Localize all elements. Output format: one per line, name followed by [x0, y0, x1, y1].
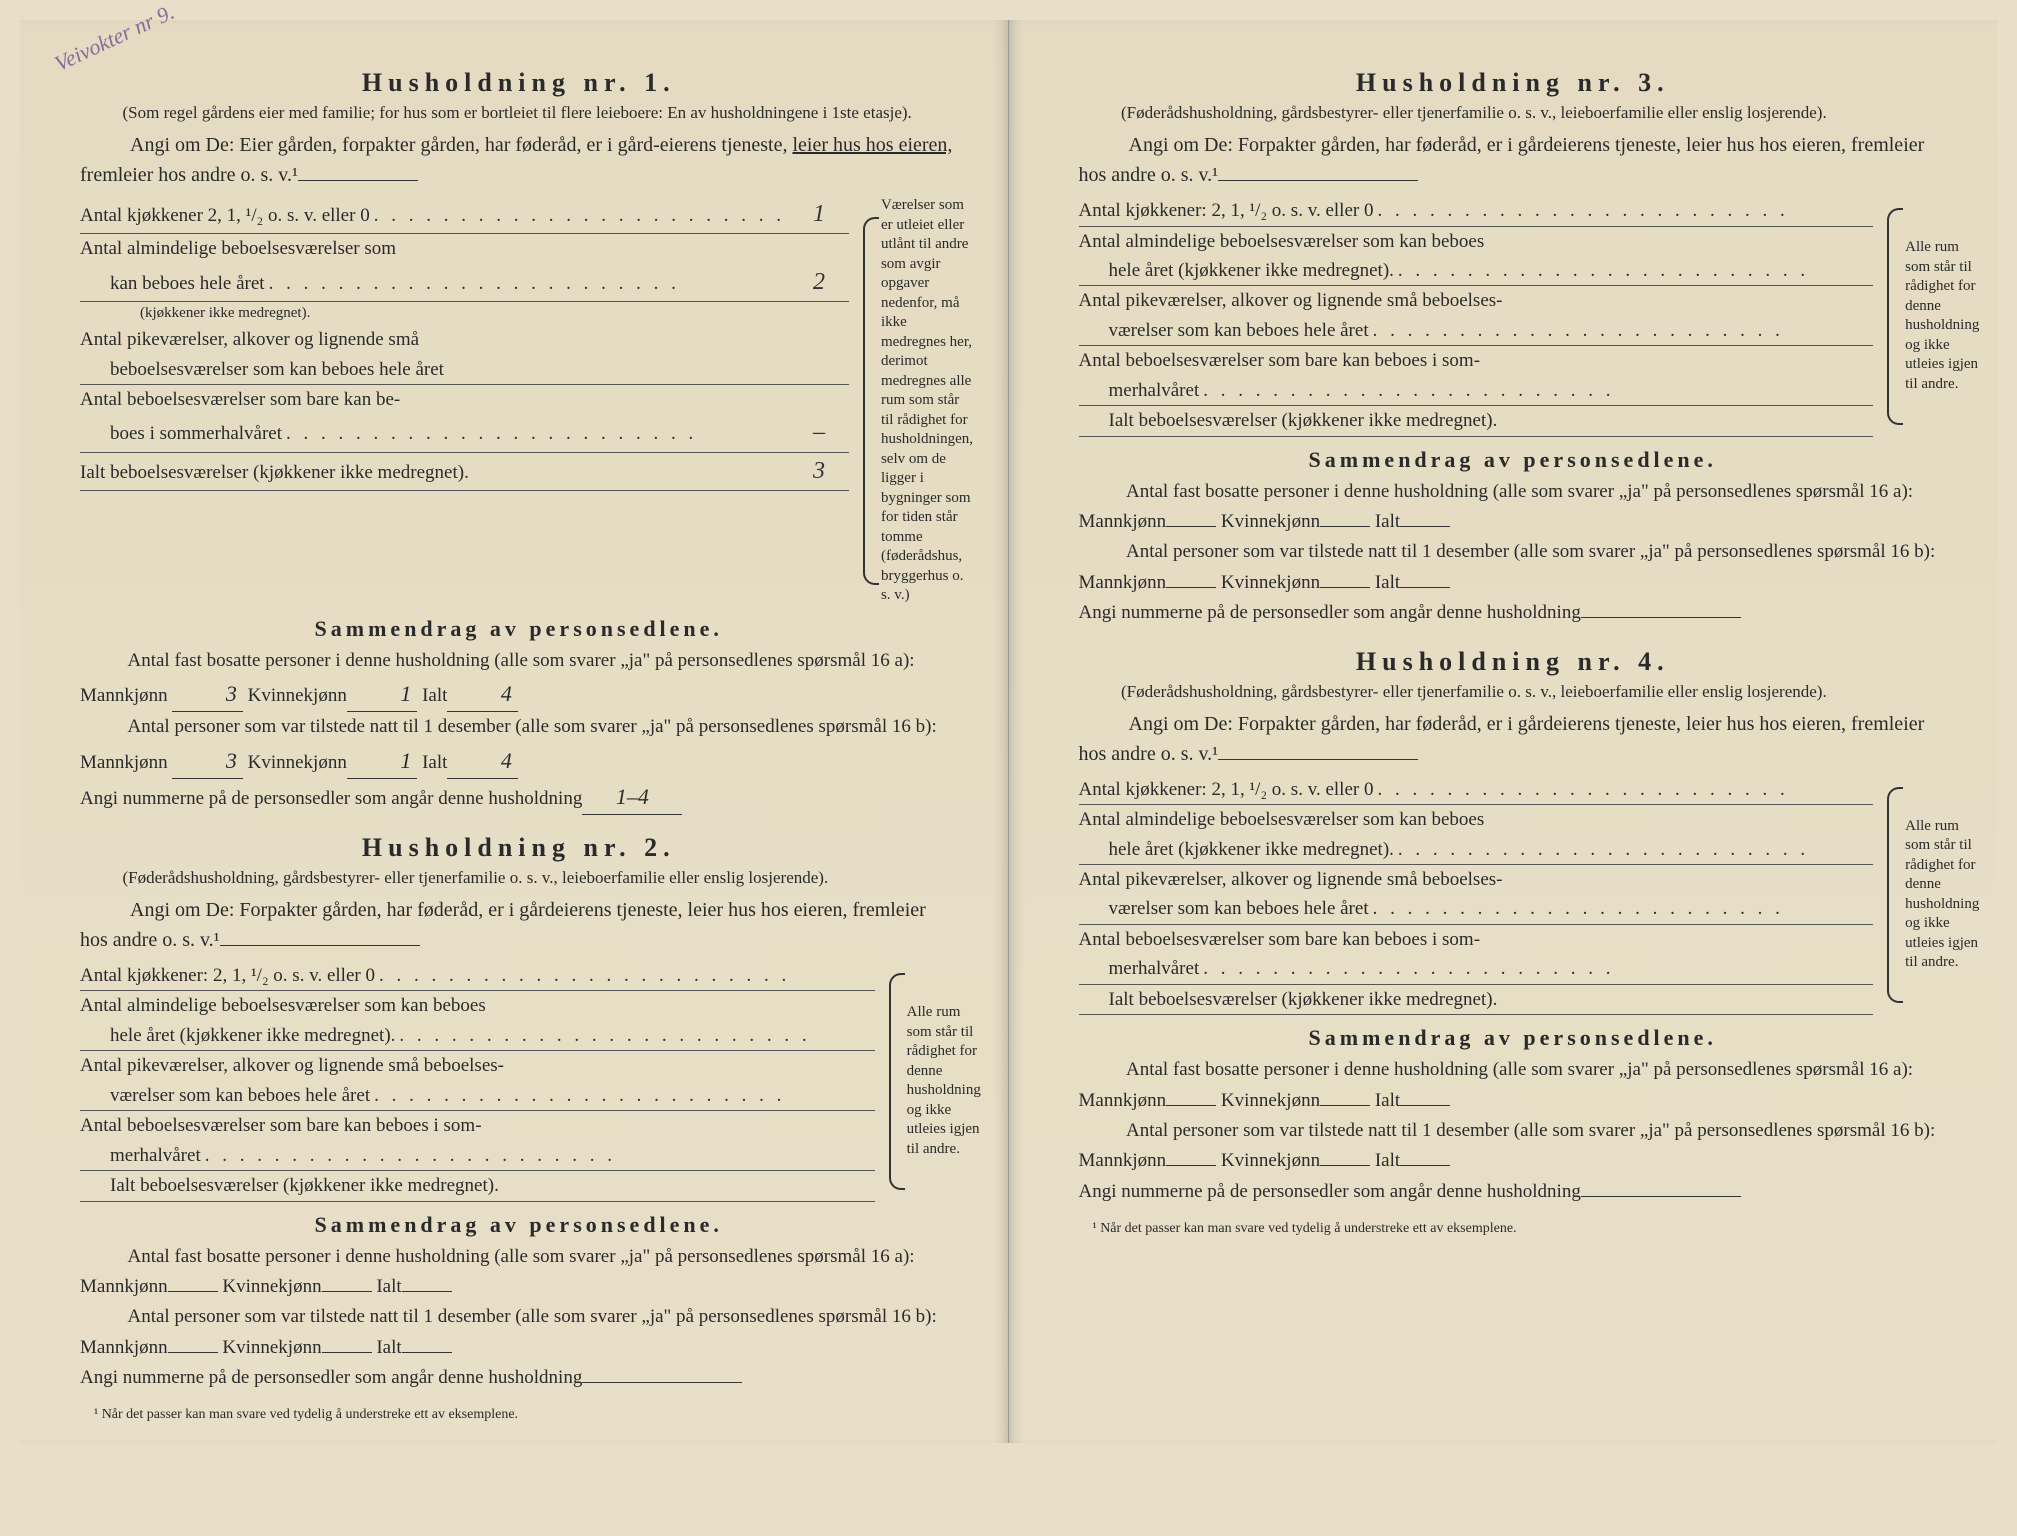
household-3-prompt: Angi om De: Forpakter gården, har føderå…: [1079, 130, 1948, 190]
household-1-brace-note: Værelser som er utleiet eller utlånt til…: [863, 196, 973, 606]
q4-kjokken: Antal kjøkkener: 2, 1, ¹/₂ o. s. v. elle…: [1079, 775, 1374, 804]
s1-i: 4: [447, 676, 518, 712]
household-1-title: Husholdning nr. 1.: [80, 68, 958, 98]
v-alm: 2: [789, 264, 849, 301]
q2-som-b: merhalvåret: [80, 1141, 201, 1170]
prompt-underlined: leier hus hos eieren,: [792, 134, 952, 156]
q4-som-a: Antal beboelsesværelser som bare kan beb…: [1079, 925, 1481, 954]
page-left: Veivokter nr 9. Husholdning nr. 1. (Som …: [20, 20, 1009, 1443]
q2-alm-b: hele året (kjøkkener ikke medregnet).: [80, 1021, 395, 1050]
footnote-right: ¹ Når det passer kan man svare ved tydel…: [1079, 1221, 1948, 1237]
q-alm-a: Antal almindelige beboelsesværelser som: [80, 234, 396, 263]
s1-m: 3: [172, 676, 243, 712]
household-4-subtitle: (Føderådshusholdning, gårdsbestyrer- ell…: [1079, 681, 1948, 703]
household-2-title: Husholdning nr. 2.: [80, 833, 958, 863]
s1-k: 1: [347, 676, 418, 712]
household-4-summary-title: Sammendrag av personsedlene.: [1079, 1025, 1948, 1051]
prompt-tail: fremleier hos andre o. s. v.¹: [80, 164, 298, 186]
summary-3b: Antal personer som var tilstede natt til…: [1079, 537, 1948, 598]
household-1-prompt: Angi om De: Eier gården, forpakter gårde…: [80, 130, 958, 190]
household-2-subtitle: (Føderådshusholdning, gårdsbestyrer- ell…: [80, 867, 958, 889]
q4-pike-b: værelser som kan beboes hele året: [1079, 894, 1369, 923]
s2-i: 4: [447, 743, 518, 779]
q2-pike-b: værelser som kan beboes hele året: [80, 1081, 370, 1110]
household-4-fields: Antal kjøkkener: 2, 1, ¹/₂ o. s. v. elle…: [1079, 775, 1948, 1016]
household-4-brace-note: Alle rum som står til rådighet for denne…: [1887, 775, 1979, 1016]
q4-alm-b: hele året (kjøkkener ikke medregnet).: [1079, 835, 1394, 864]
q-pike-a: Antal pikeværelser, alkover og lignende …: [80, 325, 419, 354]
q2-ialt: Ialt beboelsesværelser (kjøkkener ikke m…: [80, 1171, 499, 1200]
summary-4a: Antal fast bosatte personer i denne hush…: [1079, 1055, 1948, 1116]
q-alm-note: (kjøkkener ikke medregnet).: [80, 302, 849, 325]
page-right: Husholdning nr. 3. (Føderådshusholdning,…: [1009, 20, 1998, 1443]
household-3-fields: Antal kjøkkener: 2, 1, ¹/₂ o. s. v. elle…: [1079, 196, 1948, 437]
household-1-summary-title: Sammendrag av personsedlene.: [80, 616, 958, 642]
q-ialt: Ialt beboelsesværelser (kjøkkener ikke m…: [80, 458, 469, 487]
q2-alm-a: Antal almindelige beboelsesværelser som …: [80, 991, 486, 1020]
q-som-b: boes i sommerhalvåret: [80, 419, 282, 448]
q2-som-a: Antal beboelsesværelser som bare kan beb…: [80, 1111, 482, 1140]
s2-m: 3: [172, 743, 243, 779]
q2-kjokken: Antal kjøkkener: 2, 1, ¹/₂ o. s. v. elle…: [80, 961, 375, 990]
v-kjokken: 1: [789, 196, 849, 233]
q3-alm-a: Antal almindelige beboelsesværelser som …: [1079, 227, 1485, 256]
household-3-subtitle: (Føderådshusholdning, gårdsbestyrer- ell…: [1079, 102, 1948, 124]
summary-2a: Antal fast bosatte personer i denne hush…: [80, 1242, 958, 1303]
q-alm-b: kan beboes hele året: [80, 269, 265, 298]
q4-pike-a: Antal pikeværelser, alkover og lignende …: [1079, 865, 1503, 894]
summary-4c: Angi nummerne på de personsedler som ang…: [1079, 1177, 1948, 1207]
q3-kjokken: Antal kjøkkener: 2, 1, ¹/₂ o. s. v. elle…: [1079, 196, 1374, 225]
household-1-subtitle: (Som regel gårdens eier med familie; for…: [80, 102, 958, 124]
summary-1c: Angi nummerne på de personsedler som ang…: [80, 779, 958, 815]
q3-alm-b: hele året (kjøkkener ikke medregnet).: [1079, 256, 1394, 285]
q4-som-b: merhalvåret: [1079, 954, 1200, 983]
summary-3c: Angi nummerne på de personsedler som ang…: [1079, 598, 1948, 628]
q-kjokken: Antal kjøkkener 2, 1, ¹/₂ o. s. v. eller…: [80, 201, 370, 230]
summary-2b: Antal personer som var tilstede natt til…: [80, 1302, 958, 1363]
household-2-prompt: Angi om De: Forpakter gården, har føderå…: [80, 895, 958, 955]
summary-1a: Antal fast bosatte personer i denne hush…: [80, 646, 958, 713]
household-4-title: Husholdning nr. 4.: [1079, 647, 1948, 677]
q-pike-b: beboelsesværelser som kan beboes hele år…: [80, 355, 444, 384]
household-2-fields: Antal kjøkkener: 2, 1, ¹/₂ o. s. v. elle…: [80, 961, 958, 1202]
q3-som-a: Antal beboelsesværelser som bare kan beb…: [1079, 346, 1481, 375]
q3-som-b: merhalvåret: [1079, 376, 1200, 405]
q3-pike-a: Antal pikeværelser, alkover og lignende …: [1079, 286, 1503, 315]
household-2-summary-title: Sammendrag av personsedlene.: [80, 1212, 958, 1238]
q-som-a: Antal beboelsesværelser som bare kan be-: [80, 385, 400, 414]
v-som: –: [789, 414, 849, 451]
household-3-brace-note: Alle rum som står til rådighet for denne…: [1887, 196, 1979, 437]
prompt-lead: Angi om De: Eier gården, forpakter gårde…: [130, 134, 792, 156]
household-4-prompt: Angi om De: Forpakter gården, har føderå…: [1079, 709, 1948, 769]
q4-ialt: Ialt beboelsesværelser (kjøkkener ikke m…: [1079, 985, 1498, 1014]
summary-1b: Antal personer som var tilstede natt til…: [80, 712, 958, 779]
document-spread: Veivokter nr 9. Husholdning nr. 1. (Som …: [20, 20, 1997, 1443]
q2-pike-a: Antal pikeværelser, alkover og lignende …: [80, 1051, 504, 1080]
footnote-left: ¹ Når det passer kan man svare ved tydel…: [80, 1407, 958, 1423]
household-1-fields: Antal kjøkkener 2, 1, ¹/₂ o. s. v. eller…: [80, 196, 958, 606]
summary-3a: Antal fast bosatte personer i denne hush…: [1079, 477, 1948, 538]
s2-k: 1: [347, 743, 418, 779]
summary-4b: Antal personer som var tilstede natt til…: [1079, 1116, 1948, 1177]
q3-pike-b: værelser som kan beboes hele året: [1079, 316, 1369, 345]
handwritten-marginalia: Veivokter nr 9.: [51, 0, 179, 77]
summary-2c: Angi nummerne på de personsedler som ang…: [80, 1363, 958, 1393]
q3-ialt: Ialt beboelsesværelser (kjøkkener ikke m…: [1079, 406, 1498, 435]
s3-val: 1–4: [582, 779, 682, 815]
v-ialt: 3: [789, 453, 849, 490]
q4-alm-a: Antal almindelige beboelsesværelser som …: [1079, 805, 1485, 834]
household-3-title: Husholdning nr. 3.: [1079, 68, 1948, 98]
household-2-brace-note: Alle rum som står til rådighet for denne…: [889, 961, 981, 1202]
household-3-summary-title: Sammendrag av personsedlene.: [1079, 447, 1948, 473]
